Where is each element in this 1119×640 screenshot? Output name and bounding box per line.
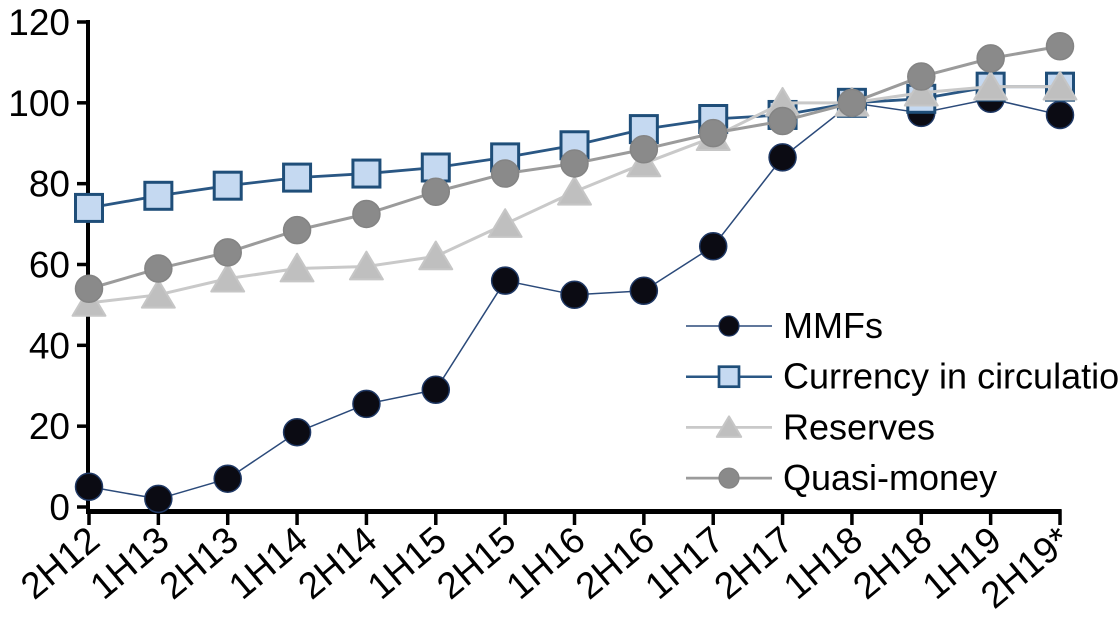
y-tick-label: 0: [49, 487, 70, 528]
x-tick-label: 2H16: [568, 519, 662, 607]
marker-circle: [718, 467, 740, 489]
x-tick-label: 1H16: [499, 519, 593, 607]
marker-circle: [629, 135, 659, 164]
marker-triangle: [418, 240, 454, 271]
x-tick-label: 1H18: [776, 519, 870, 607]
y-tick-label: 60: [29, 244, 70, 285]
marker-triangle: [210, 262, 246, 293]
legend-label: Quasi-money: [783, 457, 997, 498]
x-tick-label: 2H12: [13, 519, 107, 607]
marker-triangle: [279, 252, 315, 283]
marker-circle: [421, 375, 451, 405]
marker-circle: [560, 149, 589, 178]
y-tick-label: 40: [29, 325, 70, 366]
marker-triangle: [903, 76, 939, 107]
marker-triangle: [715, 415, 743, 438]
x-tick-label: 1H17: [637, 519, 731, 607]
marker-square: [420, 152, 451, 183]
marker-square: [143, 180, 174, 211]
marker-square: [282, 162, 313, 193]
marker-circle: [1045, 100, 1075, 130]
legend-label: MMFs: [783, 305, 883, 346]
marker-triangle: [557, 175, 592, 206]
x-tick-label: 2H14: [290, 519, 384, 607]
x-tick-label: 2H15: [429, 519, 523, 607]
marker-circle: [698, 232, 728, 261]
legend-item-reserves: Reserves: [686, 406, 935, 447]
marker-square: [351, 158, 382, 189]
marker-circle: [352, 389, 381, 419]
x-tick-label: 1H14: [221, 519, 315, 607]
y-tick-label: 120: [8, 2, 70, 43]
marker-triangle: [1042, 70, 1078, 101]
marker-circle: [213, 238, 242, 267]
marker-square: [74, 192, 104, 223]
x-tick-label: 2H18: [845, 519, 939, 607]
legend-item-currency-in-circulation: Currency in circulation: [686, 356, 1119, 397]
marker-circle: [768, 143, 797, 172]
marker-circle: [74, 274, 104, 303]
marker-circle: [213, 464, 242, 493]
marker-circle: [282, 215, 312, 245]
legend-label: Reserves: [783, 406, 935, 447]
marker-circle: [144, 254, 173, 283]
marker-circle: [629, 276, 659, 306]
marker-square: [717, 365, 741, 389]
y-tick-label: 20: [29, 406, 70, 447]
x-tick-label: 1H15: [360, 519, 454, 607]
marker-circle: [837, 88, 867, 118]
marker-circle: [718, 315, 740, 337]
marker-circle: [976, 44, 1005, 73]
marker-square: [212, 170, 243, 201]
marker-circle: [1045, 31, 1075, 61]
x-tick-label: 2H13: [152, 519, 246, 607]
marker-circle: [490, 266, 520, 295]
marker-circle: [768, 106, 797, 136]
marker-triangle: [973, 70, 1009, 101]
marker-circle: [74, 472, 104, 502]
legend-label: Currency in circulation: [783, 356, 1119, 397]
x-tick-label: 2H17: [707, 519, 801, 607]
y-tick-label: 100: [8, 83, 70, 124]
marker-triangle: [140, 278, 176, 309]
y-tick-label: 80: [29, 164, 70, 205]
marker-triangle: [348, 250, 384, 281]
marker-circle: [698, 118, 728, 148]
marker-circle: [144, 484, 173, 514]
x-tick-label: 1H13: [82, 519, 176, 607]
marker-circle: [282, 417, 312, 447]
legend: MMFs Currency in circulation Reserves Quasi…: [686, 305, 1119, 498]
marker-circle: [560, 280, 589, 310]
legend-item-mmfs: MMFs: [686, 305, 883, 346]
marker-circle: [421, 177, 451, 206]
marker-triangle: [487, 208, 523, 238]
marker-circle: [907, 62, 936, 91]
legend-item-quasi-money: Quasi-money: [686, 457, 997, 498]
marker-circle: [352, 199, 381, 229]
series-quasi-money: [74, 31, 1075, 303]
marker-circle: [490, 159, 520, 188]
